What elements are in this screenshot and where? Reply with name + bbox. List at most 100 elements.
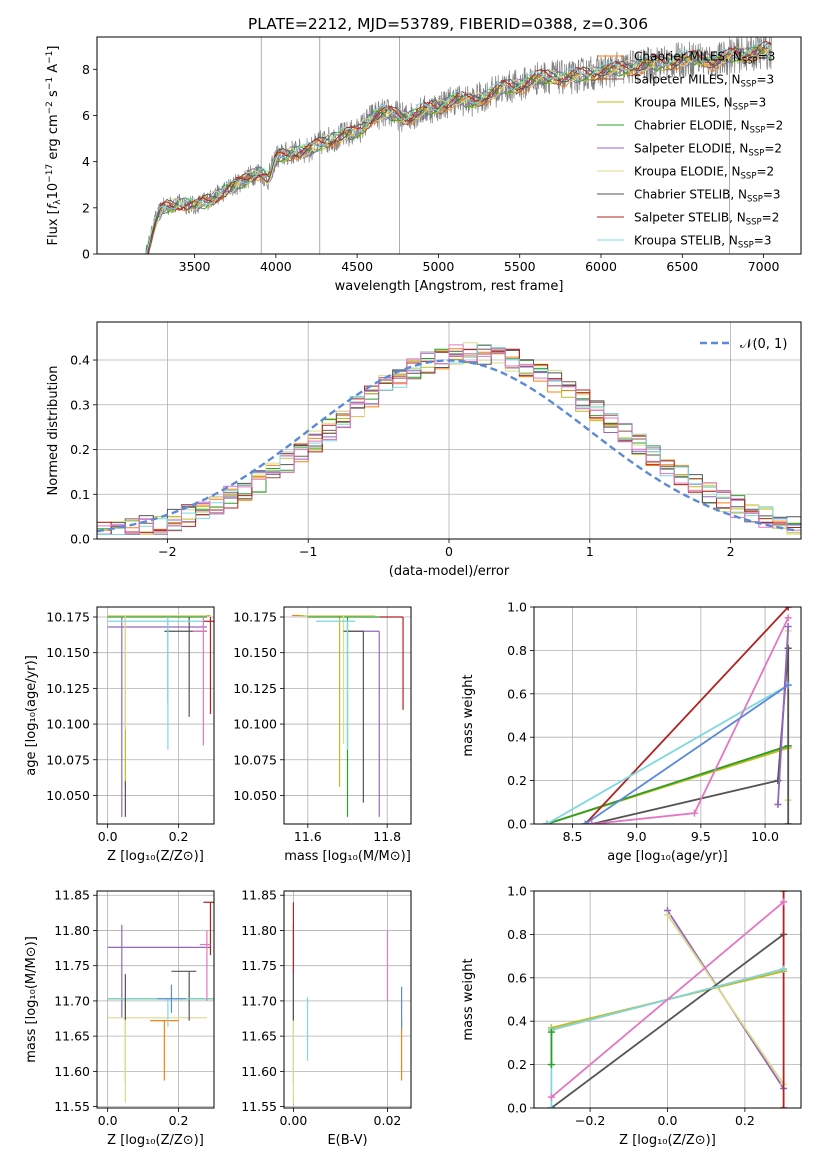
y-tick-label: 10.075 bbox=[46, 752, 90, 767]
mass-weight-line bbox=[777, 626, 790, 805]
y-tick-label: 0 bbox=[82, 247, 90, 262]
x-tick-label: 2 bbox=[727, 544, 735, 559]
errorbar-point bbox=[199, 930, 211, 1001]
legend-label: Kroupa MILES, NSSP=3 bbox=[634, 96, 766, 113]
y-tick-label: 8 bbox=[82, 62, 90, 77]
legend-label: Salpeter ELODIE, NSSP=2 bbox=[634, 142, 782, 159]
x-tick-label: −1 bbox=[299, 544, 317, 559]
legend-label: Salpeter STELIB, NSSP=2 bbox=[634, 211, 779, 228]
x-tick-label: 10.0 bbox=[751, 829, 779, 844]
axes-frame bbox=[96, 606, 215, 825]
spectrum-legend: Chabrier MILES, NSSP=3 Salpeter MILES, NS… bbox=[597, 50, 783, 251]
mass-weight-line bbox=[546, 684, 789, 824]
y-tick-label: 0.4 bbox=[507, 1014, 527, 1029]
mass-weight-line bbox=[666, 914, 785, 1085]
y-tick-label: 0.4 bbox=[507, 730, 527, 745]
y-tick-label: 0.8 bbox=[507, 643, 527, 658]
x-tick-label: 0.2 bbox=[735, 1113, 755, 1128]
x-tick-label: 5500 bbox=[504, 259, 536, 274]
axes-frame bbox=[533, 606, 802, 825]
axes-frame bbox=[283, 890, 412, 1109]
x-tick-label: 0.00 bbox=[279, 1113, 307, 1128]
x-tick-label: 7000 bbox=[748, 259, 780, 274]
y-tick-label: 11.70 bbox=[54, 993, 90, 1008]
y-axis-label: Normed distribution bbox=[46, 366, 61, 496]
x-tick-label: 1 bbox=[586, 544, 594, 559]
y-tick-label: 11.75 bbox=[241, 958, 277, 973]
errorbar-point bbox=[203, 616, 214, 715]
y-tick-label: 0.1 bbox=[70, 487, 90, 502]
legend-label: Chabrier STELIB, NSSP=3 bbox=[634, 188, 781, 205]
x-axis-label: Z [log₁₀(Z/Z⊙)] bbox=[619, 1133, 716, 1148]
legend-label: 𝒩(0, 1) bbox=[740, 337, 787, 352]
y-tick-label: 6 bbox=[82, 108, 90, 123]
errorbar-point bbox=[343, 630, 364, 803]
legend-label: Kroupa STELIB, NSSP=3 bbox=[634, 234, 772, 251]
errorbar-point bbox=[192, 616, 207, 746]
y-tick-label: 10.100 bbox=[233, 717, 277, 732]
y-tick-label: 11.65 bbox=[241, 1029, 277, 1044]
y-tick-label: 11.55 bbox=[241, 1099, 277, 1114]
spectrum-model-line bbox=[145, 41, 772, 254]
histogram-step bbox=[97, 344, 801, 535]
mass-weight-line bbox=[584, 607, 789, 824]
chart-mass_weight_vs_Z: −0.2 0.0 0.2 0.0 0.2 0.4 0.6 0.8 1.0 Z [log₁₀(Z/Z… bbox=[461, 884, 802, 1148]
errorbar-point bbox=[107, 616, 207, 817]
residuals-legend: 𝒩(0, 1) bbox=[700, 337, 787, 352]
x-tick-label: 4500 bbox=[341, 259, 373, 274]
figure-title: PLATE=2212, MJD=53789, FIBERID=0388, z=0… bbox=[248, 15, 648, 33]
errorbar-point bbox=[107, 924, 211, 1018]
x-tick-label: 9.5 bbox=[691, 829, 711, 844]
axes-frame bbox=[96, 36, 802, 255]
y-tick-label: 11.60 bbox=[54, 1064, 90, 1079]
y-tick-label: 11.70 bbox=[241, 993, 277, 1008]
x-tick-label: 11.6 bbox=[294, 829, 322, 844]
axes-frame bbox=[533, 890, 802, 1109]
chart-mass_vs_EBV: 0.00 0.02 11.55 11.60 11.65 11.70 11.75 11.80 11… bbox=[241, 888, 412, 1148]
x-tick-label: −2 bbox=[158, 544, 176, 559]
x-axis-label: age [log₁₀(age/yr)] bbox=[607, 849, 728, 864]
x-tick-label: 0.02 bbox=[374, 1113, 402, 1128]
x-axis-label: wavelength [Angstrom, rest frame] bbox=[335, 279, 564, 294]
errorbar-point bbox=[150, 1020, 179, 1081]
mass-weight-line bbox=[550, 933, 785, 1108]
errorbar-point bbox=[315, 620, 356, 750]
errorbar-point bbox=[171, 970, 197, 1021]
y-tick-label: 10.050 bbox=[46, 788, 90, 803]
x-tick-label: 0.0 bbox=[98, 1113, 118, 1128]
y-tick-label: 0.6 bbox=[507, 970, 527, 985]
chart-mass_vs_Z: 0.0 0.2 11.55 11.60 11.65 11.70 11.75 11.80 11.8… bbox=[24, 888, 215, 1148]
y-tick-label: 10.125 bbox=[233, 681, 277, 696]
chart-age_vs_Z: 0.0 0.2 10.050 10.075 10.100 10.125 10.150 10.1… bbox=[24, 606, 215, 864]
errorbar-point bbox=[203, 901, 214, 956]
axes-frame bbox=[96, 321, 802, 540]
spectrum-model-line bbox=[145, 46, 772, 253]
y-tick-label: 0.2 bbox=[507, 1057, 527, 1072]
y-tick-label: 0.8 bbox=[507, 927, 527, 942]
errorbar-point bbox=[107, 1017, 207, 1103]
y-tick-label: 10.125 bbox=[46, 681, 90, 696]
y-tick-label: 0.4 bbox=[70, 353, 90, 368]
y-axis-label: mass weight bbox=[461, 958, 476, 1040]
x-tick-label: 0.0 bbox=[98, 829, 118, 844]
x-tick-label: 6500 bbox=[666, 259, 698, 274]
x-axis-label: Z [log₁₀(Z/Z⊙)] bbox=[107, 849, 204, 864]
legend-label: Salpeter MILES, NSSP=3 bbox=[634, 73, 774, 90]
y-axis-label: mass weight bbox=[461, 674, 476, 756]
y-axis-label: mass [log₁₀(M/M⊙)] bbox=[24, 936, 39, 1063]
y-tick-label: 4 bbox=[82, 154, 90, 169]
y-tick-label: 0.3 bbox=[70, 397, 90, 412]
chart-age_vs_mass: 11.6 11.8 10.050 10.075 10.100 10.125 10.150 10… bbox=[233, 606, 412, 864]
normal-curve bbox=[97, 359, 799, 533]
x-tick-label: 0 bbox=[445, 544, 453, 559]
y-tick-label: 11.80 bbox=[54, 923, 90, 938]
errorbar-point bbox=[107, 614, 207, 730]
x-tick-label: 5000 bbox=[423, 259, 455, 274]
y-tick-label: 10.100 bbox=[46, 717, 90, 732]
legend-label: Chabrier ELODIE, NSSP=2 bbox=[634, 119, 783, 136]
y-tick-label: 10.150 bbox=[233, 645, 277, 660]
x-tick-label: 8.5 bbox=[563, 829, 583, 844]
mass-weight-line bbox=[546, 745, 789, 824]
